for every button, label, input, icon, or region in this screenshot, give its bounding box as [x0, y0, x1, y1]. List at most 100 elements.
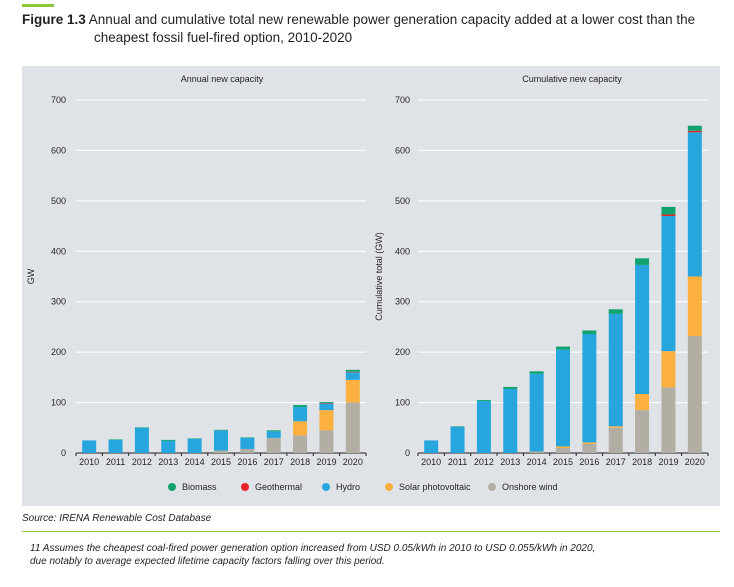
chart2-ytick-label-0: 0 — [405, 448, 410, 458]
chart2-xtick-label-2017: 2017 — [606, 457, 626, 467]
chart-panel: Annual new capacity 0 100 200 300 400 500 600 70… — [22, 66, 720, 506]
chart1-bar-biomass-2015 — [214, 429, 228, 431]
chart2-xtick-label-2016: 2016 — [579, 457, 599, 467]
chart1-bar-hydro-2014 — [187, 438, 202, 453]
chart2-bar-onshore-wind-2016 — [582, 443, 597, 453]
chart1-bar-biomass-2019 — [319, 402, 334, 404]
chart2-bar-hydro-2011 — [450, 426, 465, 453]
chart1-xtick-label-2015: 2015 — [211, 457, 231, 467]
legend-label-hydro: Hydro — [336, 482, 360, 492]
chart1-bar-hydro-2011 — [108, 439, 123, 453]
legend-swatch-solar-photovoltaic — [385, 483, 393, 491]
chart2-bar-onshore-wind-2017 — [608, 427, 623, 453]
chart1-bar-biomass-2011 — [108, 439, 123, 440]
legend-label-solar-photovoltaic: Solar photovoltaic — [399, 482, 471, 492]
chart1-bar-onshore-wind-2019 — [319, 430, 334, 453]
chart1-bar-biomass-2012 — [134, 427, 149, 428]
chart2-bar-onshore-wind-2014 — [529, 451, 544, 453]
chart1-xtick-label-2017: 2017 — [264, 457, 284, 467]
chart1-ytick-label-600: 600 — [51, 145, 66, 155]
chart2-bar-hydro-2017 — [608, 313, 623, 427]
figure-number: Figure 1.3 — [22, 12, 86, 27]
chart2-bar-hydro-2013 — [503, 388, 518, 453]
chart2-bar-hydro-2010 — [424, 440, 439, 453]
chart2-xtick-label-2012: 2012 — [474, 457, 494, 467]
chart1-bar-hydro-2015 — [214, 430, 228, 451]
chart1-ytick-label-300: 300 — [51, 297, 66, 307]
chart1-bar-onshore-wind-2017 — [266, 437, 281, 453]
footnote-divider — [22, 531, 720, 532]
chart1-bar-onshore-wind-2018 — [293, 435, 308, 453]
chart2-bar-biomass-2017 — [608, 309, 623, 314]
chart1-bar-geothermal-2019 — [319, 403, 334, 404]
chart1-bar-biomass-2016 — [240, 437, 255, 438]
chart2-xtick-label-2013: 2013 — [500, 457, 520, 467]
legend-swatch-biomass — [168, 483, 176, 491]
chart2-ytick-label-200: 200 — [395, 347, 410, 357]
chart2-xtick-label-2014: 2014 — [527, 457, 547, 467]
legend-swatch-onshore-wind — [488, 483, 496, 491]
chart2-ytick-label-400: 400 — [395, 246, 410, 256]
chart1-xtick-label-2019: 2019 — [316, 457, 336, 467]
chart1-bar-geothermal-2020 — [345, 371, 360, 373]
chart2-bar-hydro-2014 — [529, 373, 544, 452]
chart1-xtick-label-2011: 2011 — [106, 457, 125, 467]
chart1-bar-hydro-2019 — [319, 403, 334, 411]
chart1-ytick-label-400: 400 — [51, 246, 66, 256]
chart1-xtick-label-2016: 2016 — [237, 457, 257, 467]
chart1-xtick-label-2020: 2020 — [343, 457, 363, 467]
chart2-bar-geothermal-2019 — [661, 214, 676, 216]
chart2-bar-biomass-2018 — [635, 258, 650, 265]
chart1-bar-biomass-2013 — [161, 439, 176, 441]
chart1-bar-hydro-2010 — [82, 440, 97, 453]
chart2-bar-solar-photovoltaic-2017 — [608, 426, 623, 428]
chart1-bar-hydro-2017 — [266, 431, 281, 438]
chart2-xtick-label-2011: 2011 — [448, 457, 467, 467]
chart2-ytick-label-700: 700 — [395, 95, 410, 105]
chart2-bar-onshore-wind-2020 — [687, 336, 702, 453]
footnote-line2: due notably to average expected lifetime… — [30, 556, 385, 567]
source-note: Source: IRENA Renewable Cost Database — [22, 513, 212, 524]
chart2-xtick-label-2020: 2020 — [685, 457, 705, 467]
chart2-ytick-label-300: 300 — [395, 297, 410, 307]
chart2-bar-hydro-2019 — [661, 215, 676, 352]
legend-swatch-geothermal — [241, 483, 249, 491]
chart2-title: Cumulative new capacity — [522, 74, 622, 84]
chart1-bar-biomass-2017 — [266, 430, 281, 432]
chart-svg: Annual new capacity 0 100 200 300 400 500 600 70… — [26, 74, 709, 492]
chart1-title: Annual new capacity — [181, 74, 264, 84]
chart2-ylabel: Cumulative total (GW) — [374, 232, 384, 321]
footnote: 11 Assumes the cheapest coal-fired power… — [30, 542, 710, 568]
figure-title: Figure 1.3 Annual and cumulative total n… — [22, 11, 722, 47]
chart2-bar-solar-photovoltaic-2015 — [556, 446, 570, 448]
chart2-bar-onshore-wind-2015 — [556, 447, 570, 453]
legend-label-biomass: Biomass — [182, 482, 217, 492]
chart1-xtick-label-2018: 2018 — [290, 457, 310, 467]
chart2-ytick-label-100: 100 — [395, 398, 410, 408]
chart1-bar-hydro-2012 — [134, 427, 149, 453]
chart1-xtick-label-2012: 2012 — [132, 457, 152, 467]
chart1-bar-onshore-wind-2020 — [345, 402, 360, 453]
chart1-bar-hydro-2018 — [293, 407, 308, 422]
chart1-bar-biomass-2018 — [293, 405, 308, 408]
chart1-bar-solar-photovoltaic-2020 — [345, 379, 360, 403]
chart2-xtick-label-2018: 2018 — [632, 457, 652, 467]
chart1-bar-solar-photovoltaic-2018 — [293, 421, 308, 436]
chart1-bar-solar-photovoltaic-2019 — [319, 410, 334, 431]
chart2-bar-hydro-2020 — [687, 132, 702, 277]
footnote-line1: 11 Assumes the cheapest coal-fired power… — [30, 543, 596, 554]
chart2-bar-hydro-2016 — [582, 333, 597, 443]
chart1-bar-hydro-2020 — [345, 372, 360, 380]
chart2-bar-biomass-2011 — [450, 426, 465, 427]
chart2-bar-onshore-wind-2018 — [635, 410, 650, 453]
legend-label-onshore-wind: Onshore wind — [502, 482, 558, 492]
chart2-bar-hydro-2018 — [635, 264, 650, 394]
figure-title-line2: cheapest fossil fuel-fired option, 2010-… — [94, 30, 353, 45]
figure-title-line1: Annual and cumulative total new renewabl… — [88, 12, 696, 27]
chart2-bar-biomass-2014 — [529, 371, 544, 374]
chart1-xtick-label-2013: 2013 — [158, 457, 178, 467]
chart1-xtick-label-2010: 2010 — [79, 457, 99, 467]
chart1-bar-biomass-2020 — [345, 369, 360, 372]
chart2-ytick-label-500: 500 — [395, 196, 410, 206]
chart2-bar-biomass-2015 — [556, 346, 570, 350]
